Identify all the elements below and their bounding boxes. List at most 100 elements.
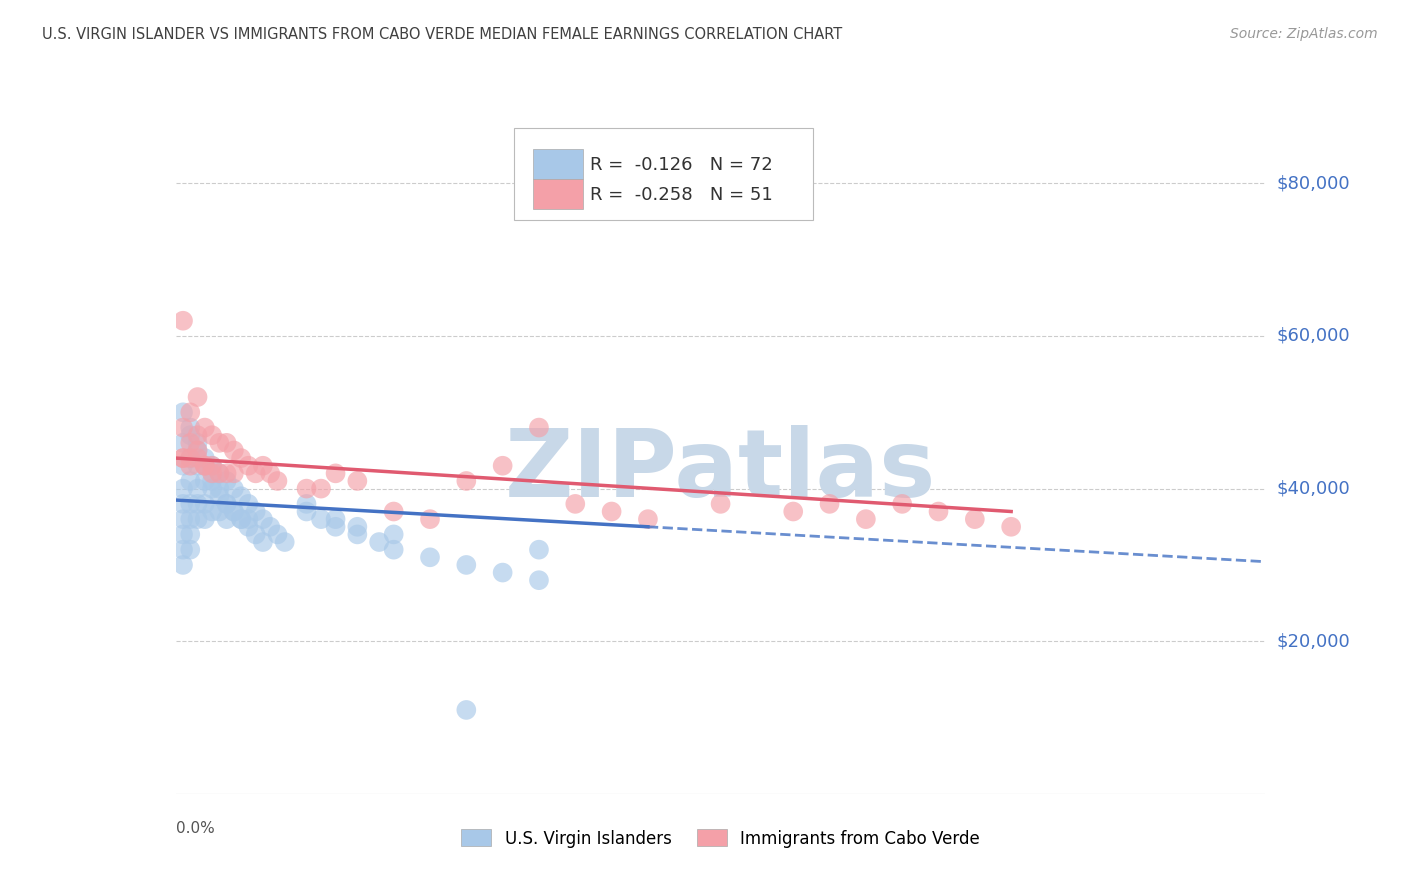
Point [600, 504, 623, 518]
Point [231, 489, 253, 503]
Point [208, 435, 231, 450]
Point [179, 527, 201, 541]
Point [382, 542, 405, 557]
Point [179, 420, 201, 434]
Point [186, 458, 209, 473]
Point [710, 497, 733, 511]
Point [492, 458, 515, 473]
Point [208, 482, 231, 496]
Point [456, 703, 478, 717]
Point [179, 458, 201, 473]
Point [215, 497, 238, 511]
Point [855, 512, 877, 526]
Point [368, 535, 391, 549]
Point [194, 458, 217, 473]
Point [818, 497, 841, 511]
Text: ZIPatlas: ZIPatlas [505, 425, 936, 517]
Point [208, 504, 231, 518]
Point [172, 558, 194, 572]
Text: R =  -0.126   N = 72: R = -0.126 N = 72 [591, 156, 772, 174]
Point [782, 504, 804, 518]
Point [186, 512, 209, 526]
Point [215, 467, 238, 481]
Point [201, 504, 224, 518]
Point [382, 527, 405, 541]
Point [238, 458, 260, 473]
Point [201, 467, 224, 481]
Point [266, 474, 288, 488]
Point [194, 420, 217, 434]
Point [346, 527, 368, 541]
Point [231, 512, 253, 526]
Point [231, 451, 253, 466]
Point [295, 497, 318, 511]
Point [325, 512, 347, 526]
Point [963, 512, 986, 526]
Point [194, 497, 217, 511]
Point [186, 451, 209, 466]
Point [295, 482, 318, 496]
Text: 0.0%: 0.0% [176, 822, 215, 837]
Point [172, 482, 194, 496]
Point [179, 435, 201, 450]
Point [274, 535, 297, 549]
FancyBboxPatch shape [533, 149, 583, 179]
Point [172, 435, 194, 450]
Point [891, 497, 914, 511]
Point [222, 443, 245, 458]
Point [201, 458, 224, 473]
Point [215, 497, 238, 511]
Point [194, 474, 217, 488]
Point [222, 467, 245, 481]
Point [252, 512, 274, 526]
Point [309, 482, 332, 496]
Point [179, 405, 201, 419]
Text: $80,000: $80,000 [1277, 174, 1350, 193]
Point [456, 558, 478, 572]
Text: $20,000: $20,000 [1277, 632, 1350, 650]
Point [172, 527, 194, 541]
Point [194, 512, 217, 526]
Point [186, 435, 209, 450]
Point [245, 504, 267, 518]
Point [222, 482, 245, 496]
Point [259, 467, 281, 481]
Point [1000, 520, 1022, 534]
Point [179, 428, 201, 442]
Point [527, 573, 550, 587]
Point [186, 443, 209, 458]
FancyBboxPatch shape [513, 128, 813, 220]
Point [201, 428, 224, 442]
Point [186, 482, 209, 496]
Point [252, 535, 274, 549]
Point [208, 467, 231, 481]
Point [172, 542, 194, 557]
Point [238, 497, 260, 511]
Point [179, 542, 201, 557]
Point [325, 467, 347, 481]
Point [201, 474, 224, 488]
Text: R =  -0.258   N = 51: R = -0.258 N = 51 [591, 186, 772, 204]
Point [179, 451, 201, 466]
Point [172, 451, 194, 466]
Point [492, 566, 515, 580]
Point [295, 504, 318, 518]
Point [179, 497, 201, 511]
FancyBboxPatch shape [533, 179, 583, 210]
Point [172, 405, 194, 419]
Point [201, 458, 224, 473]
Point [179, 474, 201, 488]
Point [179, 512, 201, 526]
Point [346, 520, 368, 534]
Point [215, 474, 238, 488]
Point [259, 520, 281, 534]
Point [172, 512, 194, 526]
Point [325, 520, 347, 534]
Text: $40,000: $40,000 [1277, 480, 1350, 498]
Point [222, 504, 245, 518]
Point [172, 458, 194, 473]
Point [637, 512, 659, 526]
Point [527, 542, 550, 557]
Point [172, 497, 194, 511]
Point [172, 451, 194, 466]
